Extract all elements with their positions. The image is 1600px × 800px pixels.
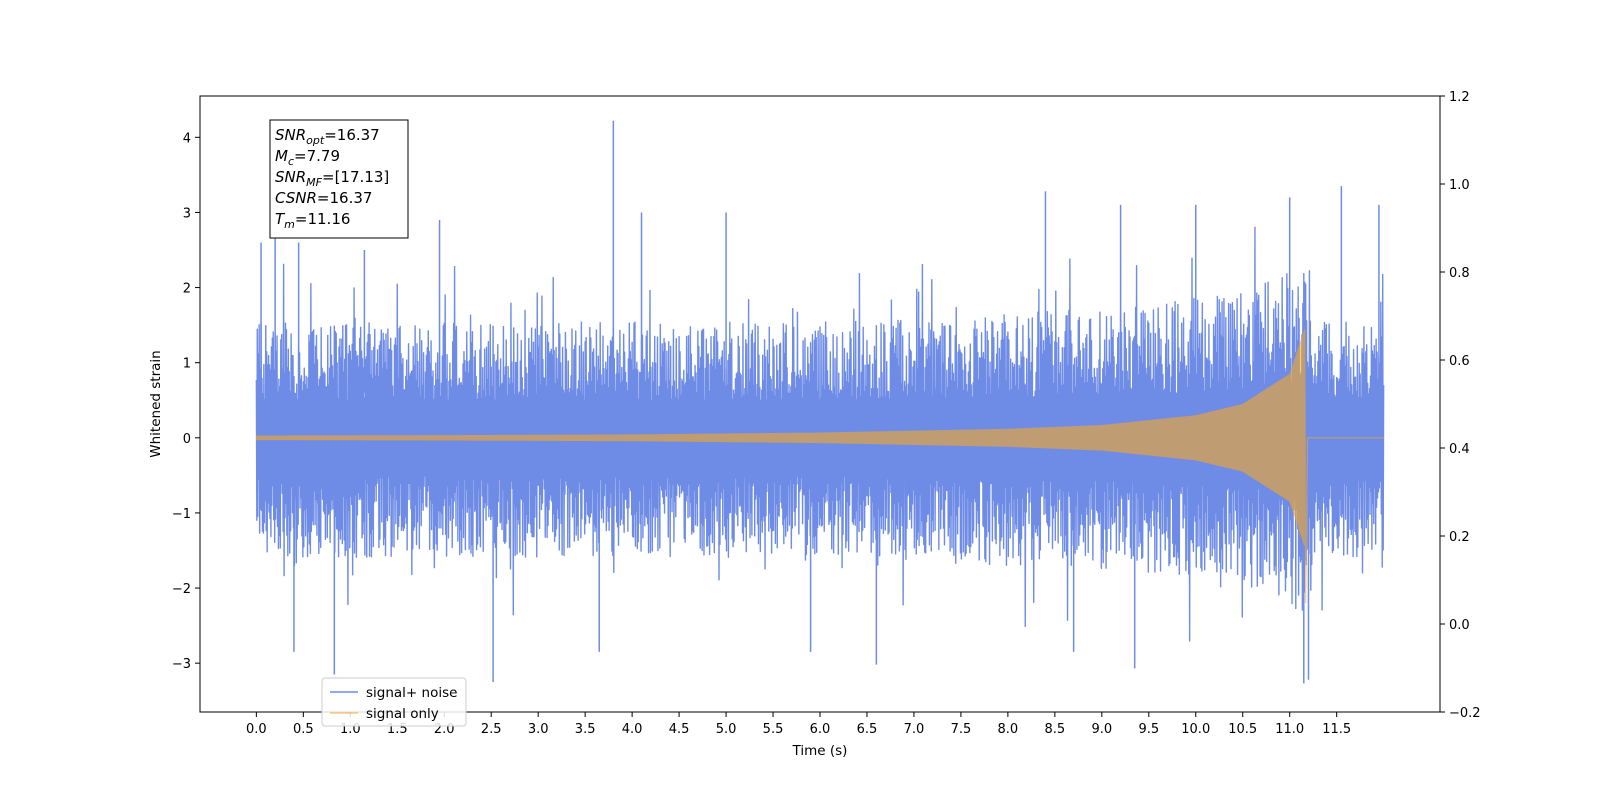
y2-tick-label-4: 0.6: [1449, 354, 1470, 369]
annotation-line-3: CSNR=16.37: [275, 189, 372, 207]
legend-label-1: signal only: [366, 706, 439, 722]
annotation-line-4: Tm=11.16: [275, 210, 350, 231]
x-tick-label-16: 8.0: [998, 722, 1019, 737]
x-tick-label-1: 0.5: [293, 722, 314, 737]
y-tick-label-7: 4: [183, 131, 191, 146]
x-tick-label-17: 8.5: [1045, 722, 1066, 737]
x-tick-label-15: 7.5: [951, 722, 972, 737]
y-tick-label-3: 0: [183, 432, 191, 447]
y2-tick-label-2: 0.2: [1449, 530, 1470, 545]
x-tick-label-10: 5.0: [716, 722, 737, 737]
y2-tick-label-6: 1.0: [1449, 178, 1470, 193]
annotation-line-0: SNRopt=16.37: [275, 126, 380, 147]
x-tick-label-22: 11.0: [1275, 722, 1304, 737]
x-tick-label-5: 2.5: [481, 722, 502, 737]
x-tick-label-9: 4.5: [669, 722, 690, 737]
y-tick-label-4: 1: [183, 357, 191, 372]
x-tick-label-20: 10.0: [1181, 722, 1210, 737]
y2-tick-label-7: 1.2: [1449, 90, 1470, 105]
legend-frame: [321, 677, 467, 727]
annotation-line-2: SNRMF=[17.13]: [275, 168, 389, 189]
y2-tick-label-0: −0.2: [1449, 706, 1481, 721]
legend-label-0: signal+ noise: [366, 685, 457, 701]
y-axis-label: Whitened strain: [148, 350, 164, 457]
series-signal-only-line: [255, 328, 1384, 604]
x-tick-label-6: 3.0: [528, 722, 549, 737]
y2-tick-label-3: 0.4: [1449, 442, 1470, 457]
legend: signal+ noise signal only: [321, 677, 467, 727]
x-tick-label-11: 5.5: [763, 722, 784, 737]
x-tick-label-18: 9.0: [1091, 722, 1112, 737]
y-tick-label-2: −1: [172, 507, 191, 522]
y-tick-label-0: −3: [172, 657, 191, 672]
plot-area: [255, 120, 1385, 684]
y2-tick-label-1: 0.0: [1449, 618, 1470, 633]
y-tick-label-6: 3: [183, 206, 191, 221]
x-axis-label: Time (s): [792, 743, 848, 759]
annotation-box: SNRopt=16.37Mc=7.79SNRMF=[17.13]CSNR=16.…: [269, 119, 409, 239]
y-tick-label-1: −2: [172, 582, 191, 597]
x-tick-label-19: 9.5: [1138, 722, 1159, 737]
y2-tick-label-5: 0.8: [1449, 266, 1470, 281]
x-tick-label-7: 3.5: [575, 722, 596, 737]
x-tick-label-8: 4.0: [622, 722, 643, 737]
x-tick-label-13: 6.5: [857, 722, 878, 737]
x-tick-label-12: 6.0: [810, 722, 831, 737]
annotation-frame: [269, 119, 409, 239]
x-tick-label-0: 0.0: [246, 722, 267, 737]
x-tick-label-23: 11.5: [1322, 722, 1351, 737]
x-tick-label-14: 7.0: [904, 722, 925, 737]
annotation-line-1: Mc=7.79: [275, 147, 340, 168]
y-tick-label-5: 2: [183, 282, 191, 297]
x-tick-label-21: 10.5: [1228, 722, 1257, 737]
